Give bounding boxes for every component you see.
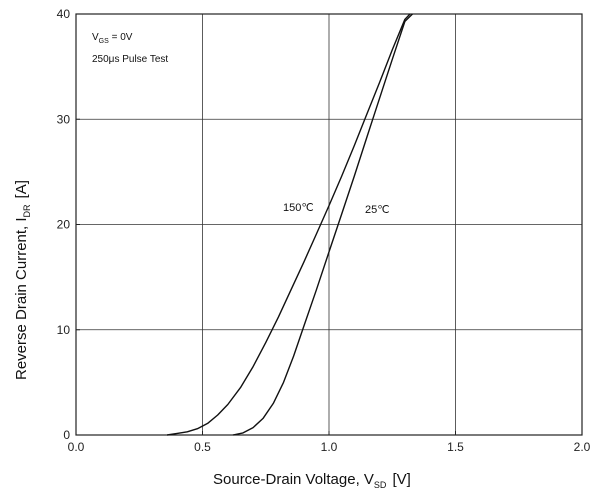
condition-vgs-value: = 0V xyxy=(109,32,133,43)
x-tick-label: 0.5 xyxy=(194,440,211,454)
y-axis-title-sub: DR xyxy=(22,204,32,217)
y-axis-title-unit: [A] xyxy=(13,180,30,198)
y-tick-label: 30 xyxy=(57,112,71,126)
y-axis-title: Reverse Drain Current, IDR [A] xyxy=(13,180,32,380)
y-tick-label: 10 xyxy=(57,323,71,337)
grid-lines xyxy=(76,14,582,435)
x-tick-label: 1.5 xyxy=(447,440,464,454)
series-label-25c: 25℃ xyxy=(365,204,390,216)
y-axis-ticks: 0 10 20 30 40 xyxy=(57,7,80,442)
y-tick-label: 40 xyxy=(57,7,71,21)
condition-vgs-sub: GS xyxy=(99,38,109,45)
series-line-25c xyxy=(232,13,413,436)
x-axis-title: Source-Drain Voltage, VSD [V] xyxy=(213,471,411,488)
series-label-150c: 150℃ xyxy=(283,202,314,214)
x-axis-title-sub: SD xyxy=(374,480,387,488)
y-tick-label: 20 xyxy=(57,218,71,232)
series-line-150c xyxy=(166,13,411,436)
condition-vgs: VGS = 0V xyxy=(92,32,133,45)
x-axis-title-unit: [V] xyxy=(392,471,410,488)
series-lines xyxy=(166,13,413,436)
x-tick-label: 2.0 xyxy=(574,440,591,454)
y-tick-label: 0 xyxy=(63,428,70,442)
x-axis-ticks: 0.0 0.5 1.0 1.5 2.0 xyxy=(68,431,591,454)
y-axis-title-main: Reverse Drain Current, I xyxy=(13,217,30,380)
x-tick-label: 1.0 xyxy=(321,440,338,454)
x-tick-label: 0.0 xyxy=(68,440,85,454)
condition-pulse-test: 250μs Pulse Test xyxy=(92,54,168,65)
x-axis-title-main: Source-Drain Voltage, V xyxy=(213,471,374,488)
condition-vgs-main: V xyxy=(92,32,99,43)
